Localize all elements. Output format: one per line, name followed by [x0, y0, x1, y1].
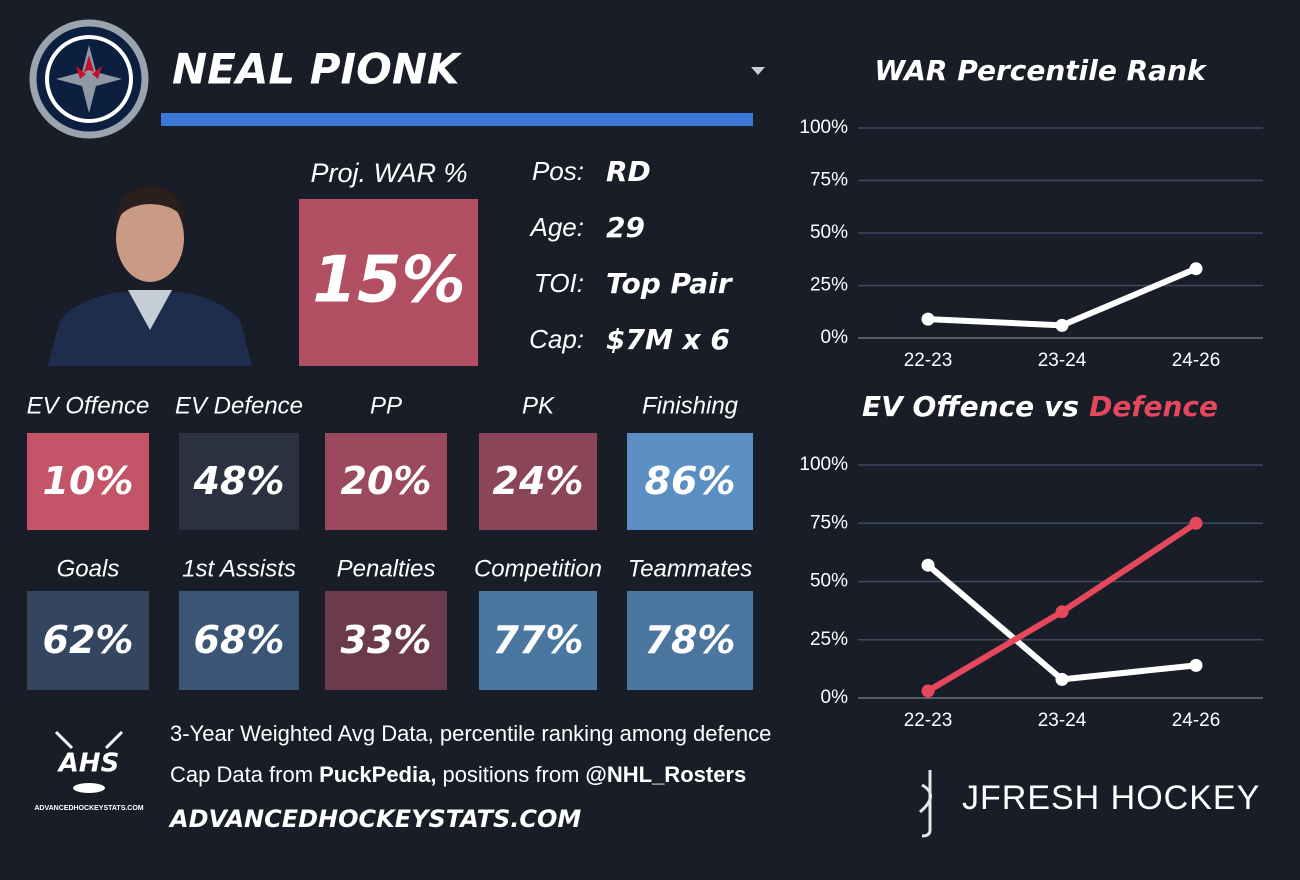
tile [627, 433, 753, 530]
point [1055, 672, 1069, 686]
point [1055, 318, 1069, 332]
name-underline [161, 113, 753, 126]
tile-value: 10% [43, 459, 134, 503]
tile-label: Goals [57, 555, 120, 582]
x-tick-label: 23-24 [1038, 350, 1087, 371]
tile-label: EV Offence [27, 392, 150, 419]
tile-label: PP [370, 392, 402, 419]
footer-site: ADVANCEDHOCKEYSTATS.COM [168, 805, 581, 833]
info-value: RD [606, 155, 651, 188]
info-label: TOI: [534, 268, 584, 298]
tile-value: 78% [645, 618, 736, 662]
info-label: Pos: [532, 156, 584, 186]
x-tick-label: 22-23 [904, 710, 953, 731]
point [1189, 262, 1203, 276]
player-photo [48, 186, 252, 366]
tile [179, 591, 299, 690]
tile-value: 20% [341, 459, 432, 503]
info-value: 29 [606, 211, 645, 244]
tile-value: 77% [493, 618, 584, 662]
team-logo [29, 19, 149, 139]
tile-value: 24% [493, 459, 584, 503]
tile [627, 591, 753, 690]
x-tick-label: 23-24 [1038, 710, 1087, 731]
y-tick-label: 75% [810, 170, 848, 191]
info-label: Cap: [529, 324, 584, 354]
tile-label: Finishing [642, 392, 739, 419]
x-tick-label: 24-26 [1172, 350, 1221, 371]
tile-value: 62% [43, 618, 134, 662]
cap-prefix: Cap Data from [170, 762, 313, 787]
point [921, 684, 935, 698]
y-tick-label: 50% [810, 222, 848, 243]
ahs-logo-text: AHS [57, 749, 120, 779]
projection-box [299, 199, 478, 366]
y-tick-label: 0% [821, 687, 849, 708]
tile-value: 48% [193, 459, 285, 503]
info-label: Age: [529, 212, 585, 242]
tile-label: Penalties [337, 555, 436, 582]
y-tick-label: 75% [810, 512, 848, 533]
y-tick-label: 50% [810, 571, 848, 592]
footer-credits: Cap Data from PuckPedia, positions from @NH… [170, 762, 746, 787]
tile [479, 591, 597, 690]
pos-prefix: positions from [442, 762, 579, 787]
ahs-logo-small: ADVANCEDHOCKEYSTATS.COM [34, 805, 143, 812]
tile [27, 433, 149, 530]
y-tick-label: 100% [799, 117, 848, 138]
cap-source: PuckPedia, [319, 762, 436, 787]
brand-name: JFRESH HOCKEY [962, 779, 1260, 817]
y-tick-label: 0% [821, 327, 849, 348]
tile-label: EV Defence [175, 392, 303, 419]
pos-source: @NHL_Rosters [585, 762, 746, 787]
ahs-logo: AHS ADVANCEDHOCKEYSTATS.COM [34, 730, 144, 812]
x-tick-label: 22-23 [904, 350, 953, 371]
brand-icon [919, 770, 932, 838]
title-series: Defence [1089, 390, 1218, 423]
projection-label: Proj. WAR % [310, 158, 467, 188]
tile-value: 33% [341, 618, 432, 662]
x-tick-label: 24-26 [1172, 710, 1221, 731]
info-value: Top Pair [606, 267, 734, 300]
title-join: vs [1044, 390, 1079, 423]
title-series: EV Offence [862, 390, 1034, 423]
chart-title: EV Offence vs Defence [862, 390, 1218, 423]
tile [325, 591, 447, 690]
tile-label: 1st Assists [182, 555, 296, 582]
point [1189, 516, 1203, 530]
tile-label: Teammates [628, 555, 753, 582]
footer-note: 3-Year Weighted Avg Data, percentile ran… [170, 721, 771, 746]
point [1189, 658, 1203, 672]
y-tick-label: 25% [810, 275, 848, 296]
tile [479, 433, 597, 530]
tile-label: Competition [474, 555, 602, 582]
chart-title: WAR Percentile Rank [874, 54, 1208, 87]
dropdown[interactable] [751, 67, 765, 75]
point [921, 312, 935, 326]
point [1055, 605, 1069, 619]
player-name: NEAL PIONK [172, 45, 463, 94]
tile [179, 433, 299, 530]
tile [325, 433, 447, 530]
tile-value: 68% [194, 618, 285, 662]
tile-label: PK [522, 392, 555, 419]
point [921, 558, 935, 572]
y-tick-label: 100% [799, 454, 848, 475]
y-tick-label: 25% [810, 629, 848, 650]
projection-value: 15% [312, 244, 465, 318]
tile [27, 591, 149, 690]
tile-value: 86% [645, 459, 736, 503]
info-value: $7M x 6 [606, 323, 730, 356]
